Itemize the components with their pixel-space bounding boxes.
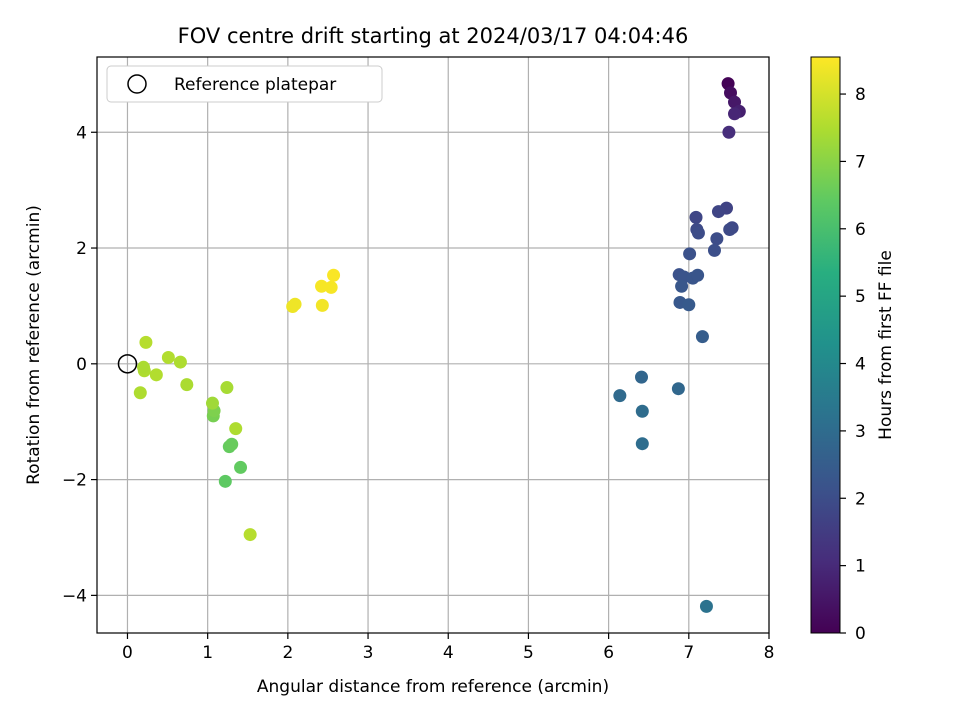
y-tick-label: 4 — [76, 123, 87, 143]
data-point — [689, 210, 703, 224]
data-point — [695, 330, 709, 344]
data-point — [315, 279, 329, 293]
x-tick-label: 5 — [523, 643, 534, 663]
legend-entry-label: Reference platepar — [174, 75, 336, 95]
colorbar: 0 1 2 3 4 5 6 7 8 Hours from first FF file — [810, 56, 896, 644]
colorbar-label: Hours from first FF file — [876, 250, 896, 440]
colorbar-tick-label: 4 — [855, 355, 866, 375]
data-point — [149, 368, 163, 382]
x-tick-label: 7 — [683, 643, 694, 663]
data-point — [327, 268, 341, 282]
colorbar-tick-label: 7 — [855, 152, 866, 172]
data-point — [691, 268, 705, 282]
x-tick-label: 1 — [202, 643, 213, 663]
data-point — [173, 355, 187, 369]
x-tick-label: 8 — [764, 643, 775, 663]
chart-title: FOV centre drift starting at 2024/03/17 … — [178, 24, 689, 48]
data-point — [133, 386, 147, 400]
data-point — [180, 378, 194, 392]
data-point — [324, 280, 338, 294]
data-point — [671, 382, 685, 396]
data-point — [229, 422, 243, 436]
y-tick-label: −2 — [62, 471, 87, 491]
y-axis-label: Rotation from reference (arcmin) — [24, 205, 44, 485]
data-point — [634, 370, 648, 384]
colorbar-ticks: 0 1 2 3 4 5 6 7 8 — [840, 85, 866, 644]
data-point — [613, 389, 627, 403]
data-point — [710, 232, 724, 246]
legend-box — [106, 65, 383, 103]
data-point — [137, 360, 151, 374]
data-point — [728, 107, 742, 121]
data-point — [161, 350, 175, 364]
legend-marker-icon — [127, 74, 147, 94]
legend: Reference platepar — [106, 65, 383, 103]
data-point — [675, 279, 689, 293]
plot-frame — [96, 56, 770, 634]
data-points — [117, 77, 746, 613]
x-axis-label: Angular distance from reference (arcmin) — [257, 677, 609, 697]
colorbar-gradient — [810, 56, 841, 634]
y-tick-label: −4 — [62, 586, 87, 606]
data-point — [220, 381, 234, 395]
x-tick-label: 2 — [282, 643, 293, 663]
colorbar-tick-label: 5 — [855, 287, 866, 307]
data-point — [722, 125, 736, 139]
data-point — [683, 247, 697, 261]
data-point — [691, 226, 705, 240]
data-point — [682, 298, 696, 312]
data-point — [635, 437, 649, 451]
colorbar-tick-label: 6 — [855, 220, 866, 240]
y-tick-label: 0 — [76, 355, 87, 375]
grid-lines — [97, 57, 770, 633]
colorbar-tick-label: 0 — [855, 624, 866, 644]
x-tick-label: 6 — [603, 643, 614, 663]
colorbar-tick-label: 1 — [855, 557, 866, 577]
colorbar-tick-label: 2 — [855, 489, 866, 509]
colorbar-tick-label: 8 — [855, 85, 866, 105]
x-tick-label: 3 — [363, 643, 374, 663]
data-point — [711, 205, 725, 219]
y-tick-label: 2 — [76, 239, 87, 259]
data-point — [635, 404, 649, 418]
data-point — [205, 396, 219, 410]
data-point — [243, 528, 257, 542]
data-point — [288, 297, 302, 311]
x-axis-ticks: 0 1 2 3 4 5 6 7 8 — [122, 633, 774, 663]
x-tick-label: 0 — [122, 643, 133, 663]
data-point — [225, 437, 239, 451]
data-point — [234, 460, 248, 474]
data-point — [723, 223, 737, 237]
data-point — [218, 474, 232, 488]
x-tick-label: 4 — [443, 643, 454, 663]
colorbar-tick-label: 3 — [855, 422, 866, 442]
reference-platepar-marker — [117, 354, 138, 374]
data-point — [707, 243, 721, 257]
data-point — [315, 298, 329, 312]
y-axis-ticks: −4 −2 0 2 4 — [62, 123, 97, 606]
data-point — [139, 335, 153, 349]
data-point — [699, 599, 713, 613]
